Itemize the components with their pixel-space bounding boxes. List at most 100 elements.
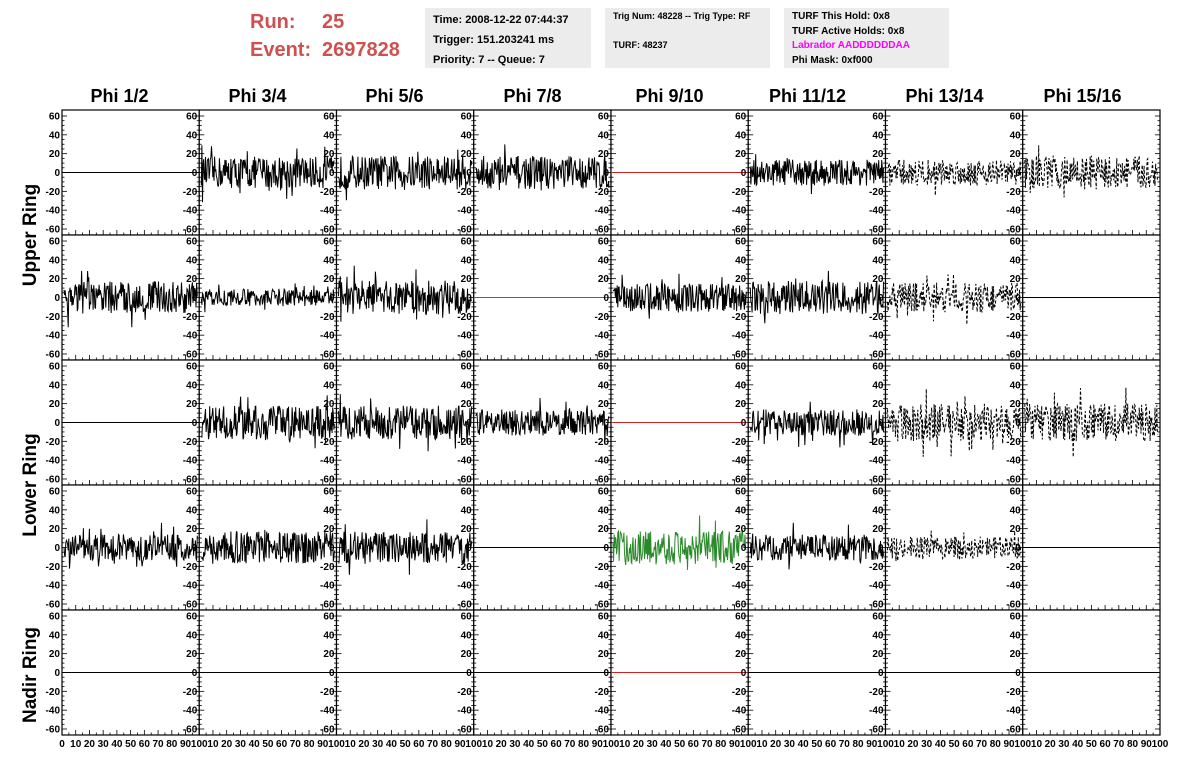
panel-r5-c5: 60 40 20 0 -20 -40 -60 (595, 609, 749, 736)
labrador-status: Labrador AADDDDDDAA (792, 40, 910, 51)
panel-r4-c5: 60 40 20 0 -20 -40 -60 (595, 484, 749, 611)
x-tick-label: 100 (877, 739, 894, 750)
panel-r2-c2: 60 40 20 0 -20 -40 -60 (183, 234, 338, 361)
panel-r1-c6: 60 40 20 0 -20 -40 -60 (732, 109, 887, 236)
y-tick-label: -60 (320, 475, 335, 486)
y-tick-label: 20 (872, 649, 884, 660)
panel-r2-c7: 60 40 20 0 -20 -40 -60 (869, 234, 1024, 361)
y-tick-label: 60 (872, 237, 884, 248)
y-tick-label: 60 (735, 237, 747, 248)
y-tick-label: 60 (461, 362, 473, 373)
y-tick-label: 40 (49, 130, 61, 141)
x-tick-label: 50 (262, 739, 274, 750)
y-tick-label: -60 (732, 225, 747, 236)
y-tick-label: -20 (732, 312, 747, 323)
x-tick-label: 20 (1045, 739, 1057, 750)
y-tick-label: 20 (323, 274, 335, 285)
panel-frame (610, 484, 749, 611)
y-tick-label: 20 (735, 399, 747, 410)
panel-r3-c2: 60 40 20 0 -20 -40 -60 (183, 359, 338, 486)
x-tick-label: 70 (153, 739, 165, 750)
y-tick-label: 20 (872, 149, 884, 160)
x-tick-label: 60 (688, 739, 700, 750)
y-tick-label: -40 (869, 331, 884, 342)
y-tick-label: 20 (49, 274, 61, 285)
panel-r4-c2: 60 40 20 0 -20 -40 -60 (183, 484, 338, 611)
y-tick-label: -20 (732, 562, 747, 573)
event-value: 2697828 (322, 39, 400, 61)
y-tick-label: 0 (54, 293, 60, 304)
y-tick-label: 60 (186, 362, 198, 373)
phi-header-5: Phi 9/10 (635, 86, 704, 106)
panel-r4-c8: 60 40 20 0 -20 -40 -60 (1006, 484, 1161, 611)
y-tick-label: 40 (735, 130, 747, 141)
y-tick-label: -20 (183, 562, 198, 573)
y-tick-label: 40 (461, 380, 473, 391)
waveform-trace (200, 529, 335, 564)
y-tick-label: 40 (186, 505, 198, 516)
y-tick-label: 0 (466, 168, 472, 179)
y-tick-label: 0 (878, 168, 884, 179)
x-tick-label: 20 (496, 739, 508, 750)
y-tick-label: -40 (457, 581, 472, 592)
x-tick-label: 90 (1003, 739, 1015, 750)
x-tick-label: 80 (715, 739, 727, 750)
y-tick-label: 40 (186, 630, 198, 641)
y-tick-label: -60 (732, 600, 747, 611)
y-tick-label: 0 (54, 168, 60, 179)
x-tick-label: 80 (990, 739, 1002, 750)
y-tick-label: -40 (183, 331, 198, 342)
y-tick-label: 0 (1015, 543, 1021, 554)
y-tick-label: 20 (186, 149, 198, 160)
x-tick-label: 20 (907, 739, 919, 750)
y-tick-label: 60 (49, 487, 61, 498)
panel-r2-c5: 60 40 20 0 -20 -40 -60 (595, 234, 749, 361)
x-tick-label: 100 (465, 739, 482, 750)
y-tick-label: 20 (323, 399, 335, 410)
x-tick-label: 100 (191, 739, 208, 750)
y-tick-label: 40 (49, 505, 61, 516)
y-tick-label: 60 (872, 612, 884, 623)
x-tick-label: 50 (949, 739, 961, 750)
y-tick-label: 40 (1010, 255, 1022, 266)
y-tick-label: 0 (466, 418, 472, 429)
phi-header-1: Phi 1/2 (90, 86, 149, 106)
y-tick-label: 40 (186, 130, 198, 141)
panel-r2-c8: 60 40 20 0 -20 -40 -60 (1006, 234, 1161, 361)
y-tick-label: 60 (49, 612, 61, 623)
y-tick-label: -40 (1006, 456, 1021, 467)
waveform-trace (338, 149, 473, 201)
y-tick-label: 60 (186, 612, 198, 623)
x-tick-label: 30 (647, 739, 659, 750)
y-tick-label: 60 (735, 612, 747, 623)
x-tick-label: 50 (400, 739, 412, 750)
x-tick-label: 20 (633, 739, 645, 750)
panel-r2-c1: 60 40 20 0 -20 -40 -60 (46, 234, 200, 361)
x-tick-label: 0 (59, 739, 65, 750)
y-tick-label: 0 (741, 168, 747, 179)
y-tick-label: -20 (1006, 687, 1021, 698)
panel-r5-c2: 60 40 20 0 -20 -40 -60 (183, 609, 338, 736)
y-tick-label: 40 (735, 255, 747, 266)
panel-r5-c4: 60 40 20 0 -20 -40 -60 (457, 609, 612, 736)
y-tick-label: 60 (872, 487, 884, 498)
y-tick-label: 0 (603, 543, 609, 554)
x-tick-label: 30 (98, 739, 110, 750)
y-tick-label: -60 (595, 725, 610, 736)
y-tick-label: -20 (1006, 187, 1021, 198)
x-tick-label: 100 (603, 739, 620, 750)
y-tick-label: -20 (183, 187, 198, 198)
x-tick-label: 40 (660, 739, 672, 750)
waveform-trace (338, 265, 473, 322)
y-tick-label: -40 (595, 206, 610, 217)
y-tick-label: 60 (186, 237, 198, 248)
waveform-trace (612, 515, 747, 570)
y-tick-label: -60 (732, 725, 747, 736)
y-tick-label: 0 (329, 668, 335, 679)
y-tick-label: 40 (49, 255, 61, 266)
y-tick-label: 0 (878, 293, 884, 304)
y-tick-label: 40 (1010, 505, 1022, 516)
y-tick-label: 60 (1010, 112, 1022, 123)
y-tick-label: 60 (461, 612, 473, 623)
panel-r4-c1: 60 40 20 0 -20 -40 -60 (46, 484, 200, 611)
